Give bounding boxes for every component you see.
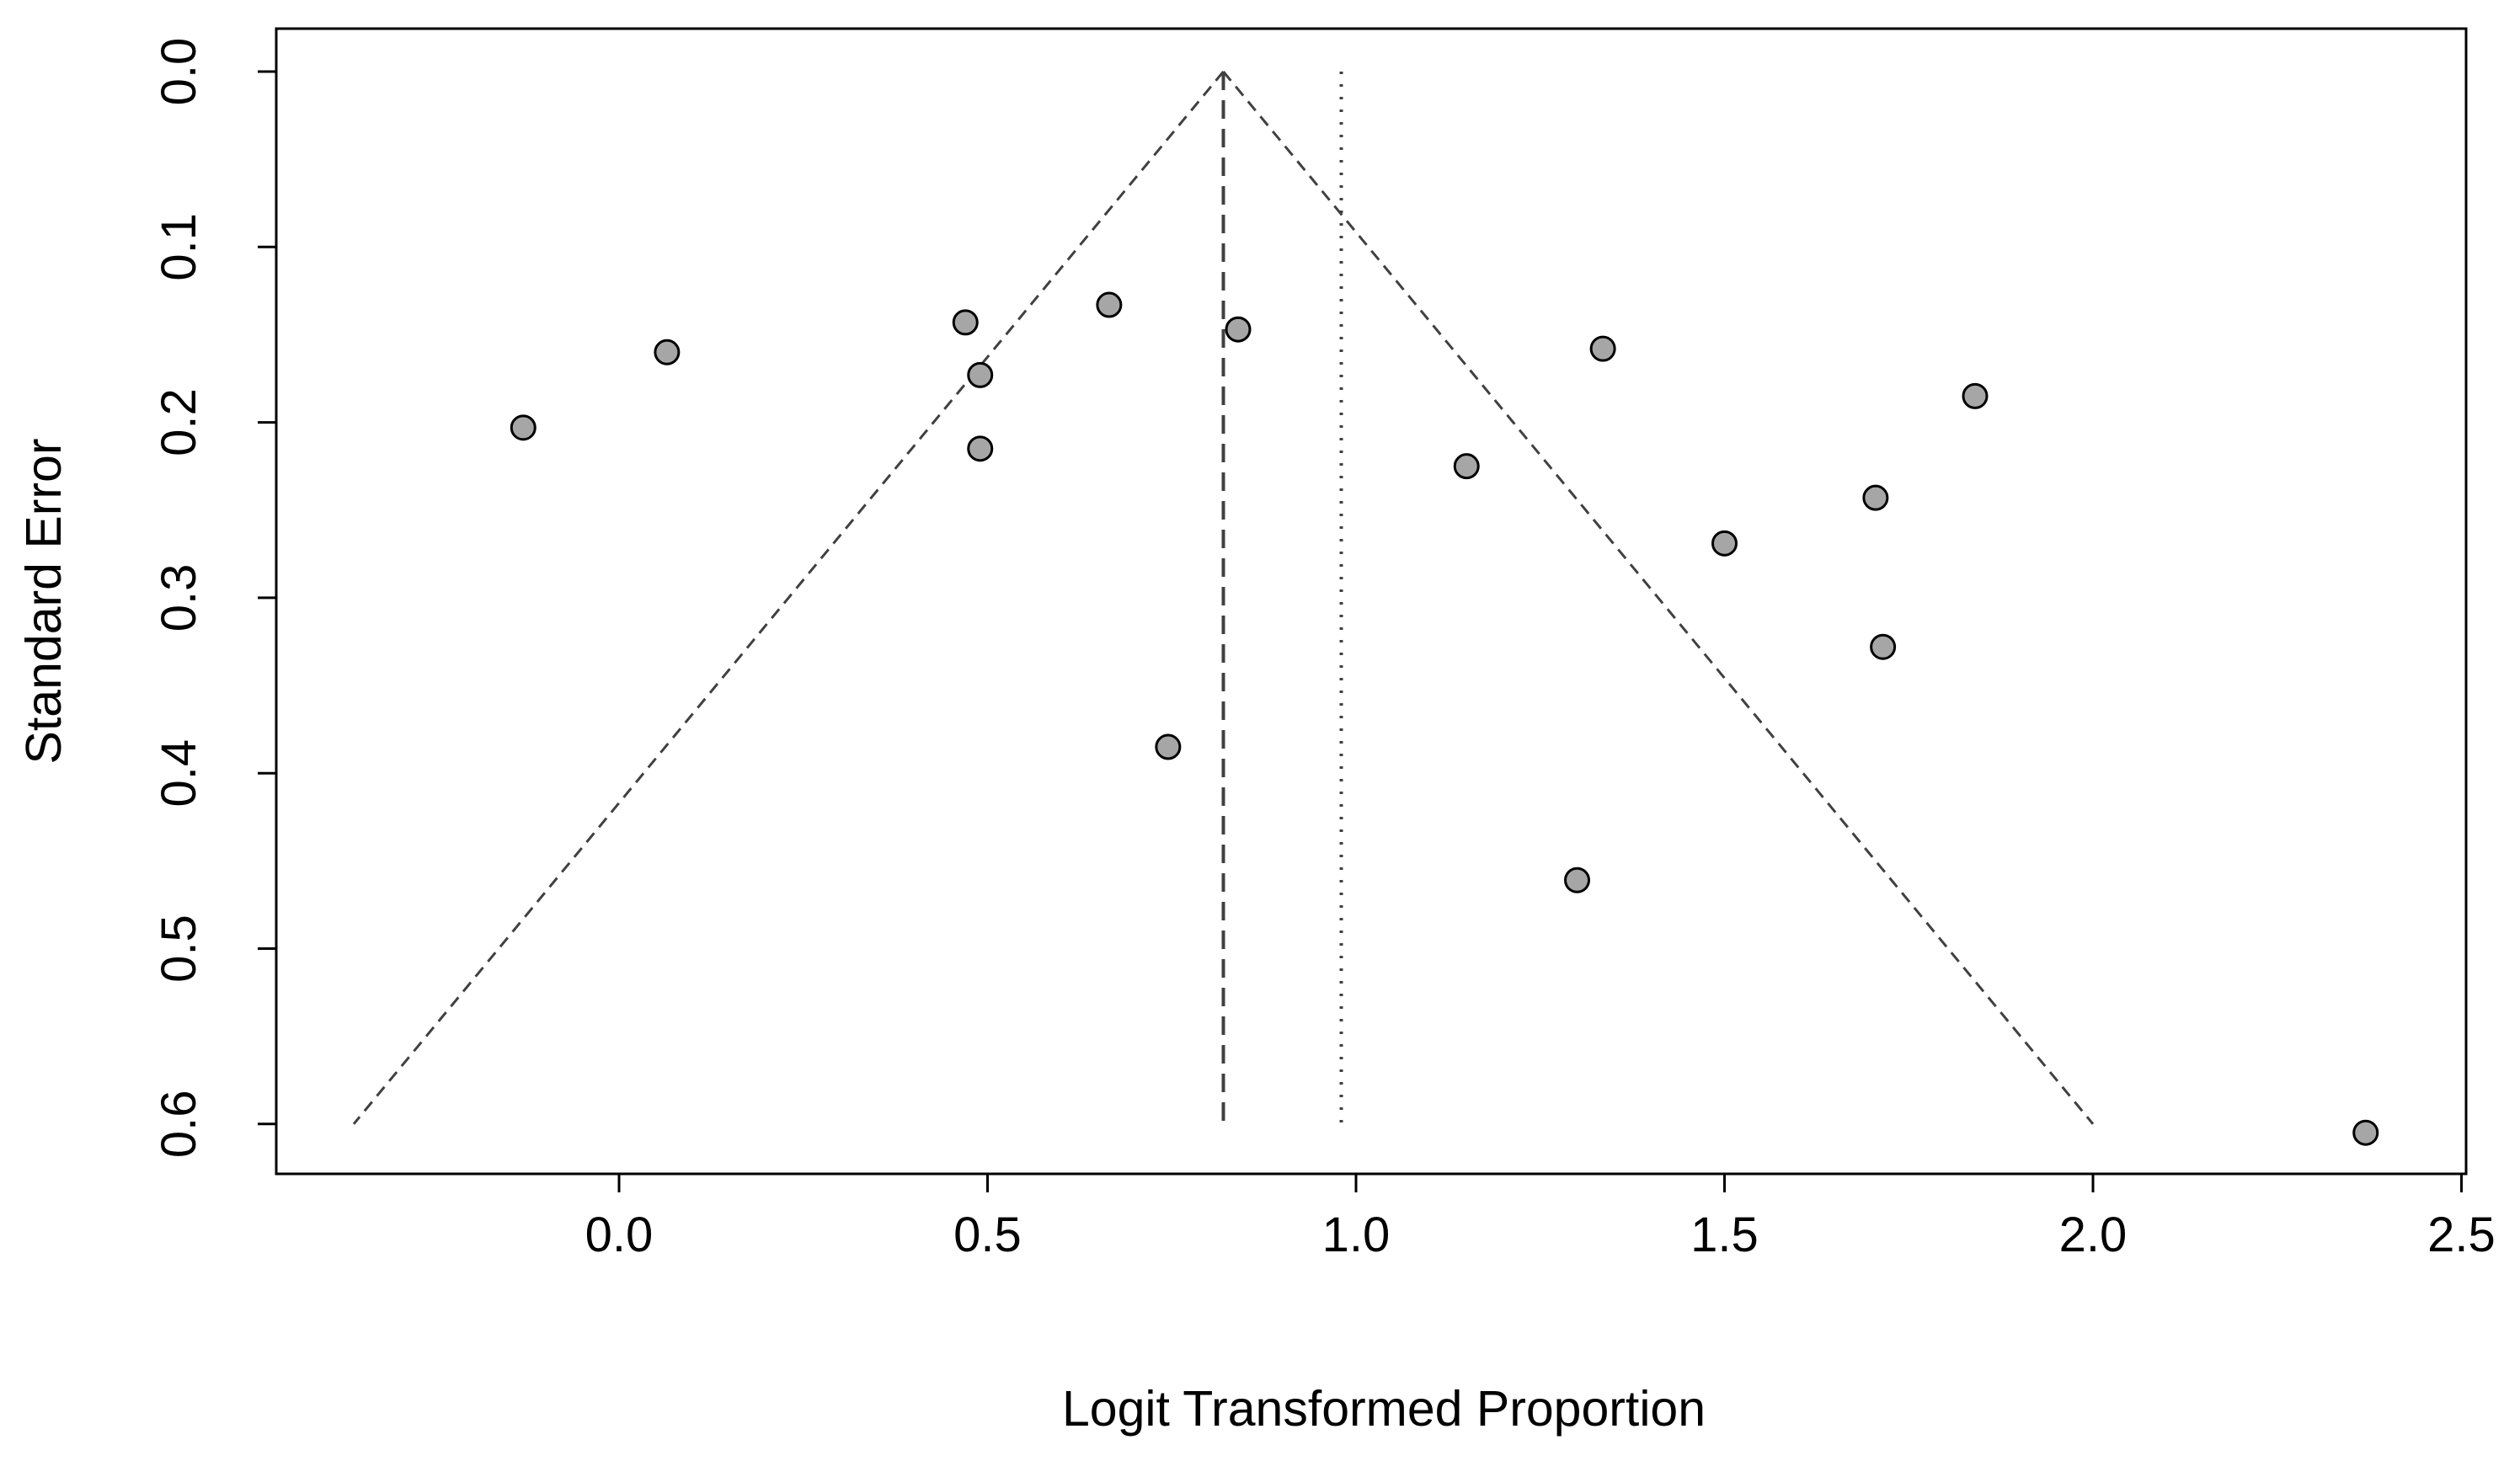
data-point <box>967 435 994 462</box>
y-tick-label: 0.0 <box>152 38 206 106</box>
data-point <box>1862 484 1889 511</box>
x-tick-label: 2.5 <box>2427 1208 2496 1262</box>
x-tick-label: 1.0 <box>1322 1208 1391 1262</box>
data-point <box>1225 316 1252 343</box>
x-axis: 0.0 0.5 1.0 1.5 2.0 2.5 <box>585 1172 2496 1262</box>
y-tick-label: 0.4 <box>152 739 206 808</box>
y-axis: 0.0 0.1 0.2 0.3 0.4 0.5 0.6 <box>152 38 278 1158</box>
data-point <box>1589 335 1616 362</box>
data-point <box>510 414 537 441</box>
y-tick-label: 0.6 <box>152 1090 206 1158</box>
plot-frame <box>275 27 2468 1176</box>
x-tick-label: 2.0 <box>2059 1208 2128 1262</box>
data-point <box>952 309 979 336</box>
funnel-left-line <box>352 71 1225 1125</box>
data-point <box>1870 633 1897 660</box>
y-tick-label: 0.2 <box>152 388 206 456</box>
funnel-right-line <box>1222 71 2095 1125</box>
x-axis-label: Logit Transformed Proportion <box>1062 1381 1706 1437</box>
data-point <box>2352 1119 2379 1146</box>
x-tick-label: 1.5 <box>1690 1208 1759 1262</box>
data-point <box>967 361 994 388</box>
data-point <box>1096 291 1123 318</box>
x-tick-label: 0.5 <box>953 1208 1022 1262</box>
y-tick-label: 0.3 <box>152 564 206 632</box>
x-tick-label: 0.0 <box>585 1208 654 1262</box>
data-point <box>1155 733 1182 760</box>
data-points <box>510 291 2379 1146</box>
y-tick-label: 0.1 <box>152 213 206 281</box>
data-point <box>1962 382 1989 409</box>
data-point <box>1564 866 1590 893</box>
data-point <box>1453 453 1480 480</box>
data-point <box>654 339 681 365</box>
funnel-lines <box>352 71 2095 1125</box>
y-axis-label: Standard Error <box>16 439 72 765</box>
y-tick-label: 0.5 <box>152 914 206 983</box>
data-point <box>1711 530 1738 557</box>
